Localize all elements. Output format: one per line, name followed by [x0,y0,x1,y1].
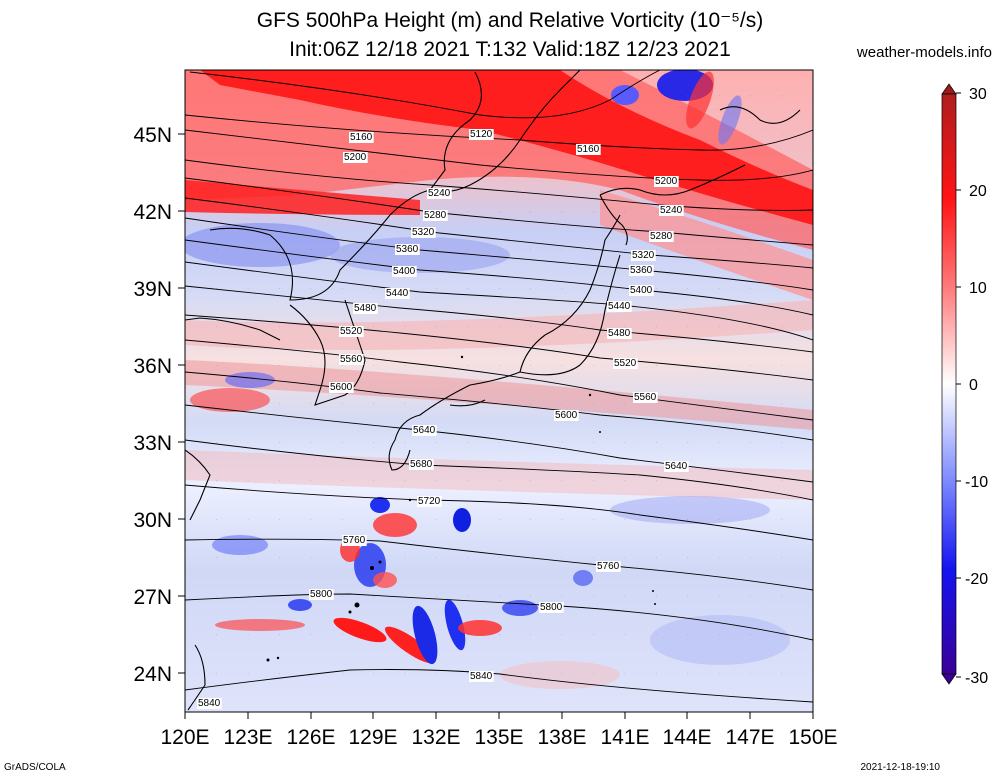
lon-label: 144E [662,726,711,749]
colorbar-ticks [956,92,961,678]
colorbar-label: 20 [969,183,987,200]
grid-dots [185,70,813,712]
lat-label: 42N [133,201,172,224]
lon-label: 129E [348,726,397,749]
colorbar-label: -30 [965,670,988,687]
colorbar-body [941,93,957,675]
lon-axis: 120E 123E 126E 129E 132E 135E 138E 141E … [160,712,838,749]
colorbar-label: 30 [969,86,987,103]
colorbar-label: -10 [965,474,988,491]
lon-label: 147E [725,726,774,749]
lat-label: 36N [133,355,172,378]
lon-label: 135E [474,726,523,749]
colorbar-min-arrow [941,673,957,685]
footer-timestamp: 2021-12-18-19:10 [860,762,940,773]
lon-label: 132E [411,726,460,749]
chart-title: GFS 500hPa Height (m) and Relative Vorti… [256,9,764,32]
footer-software: GrADS/COLA [4,762,66,773]
colorbar-label: -20 [965,571,988,588]
lon-label: 123E [223,726,272,749]
colorbar-max-arrow [941,83,957,95]
lat-label: 27N [133,586,172,609]
lon-label: 141E [600,726,649,749]
colorbar-label: 10 [969,280,987,297]
lat-label: 45N [133,124,172,147]
lat-label: 30N [133,509,172,532]
lon-label: 138E [537,726,586,749]
lat-label: 24N [133,663,172,686]
site-label[interactable]: weather-models.info [856,44,992,61]
lon-label: 126E [286,726,335,749]
lon-label: 150E [788,726,837,749]
lat-label: 39N [133,278,172,301]
vorticity-colorbar: 30 20 10 0 -10 -20 -30 [941,83,988,687]
lon-label: 120E [160,726,209,749]
lat-axis: 45N 42N 39N 36N 33N 30N 27N 24N [133,124,185,686]
lat-label: 33N [133,432,172,455]
chart-subtitle: Init:06Z 12/18 2021 T:132 Valid:18Z 12/2… [289,38,731,61]
colorbar-label: 0 [969,377,978,394]
